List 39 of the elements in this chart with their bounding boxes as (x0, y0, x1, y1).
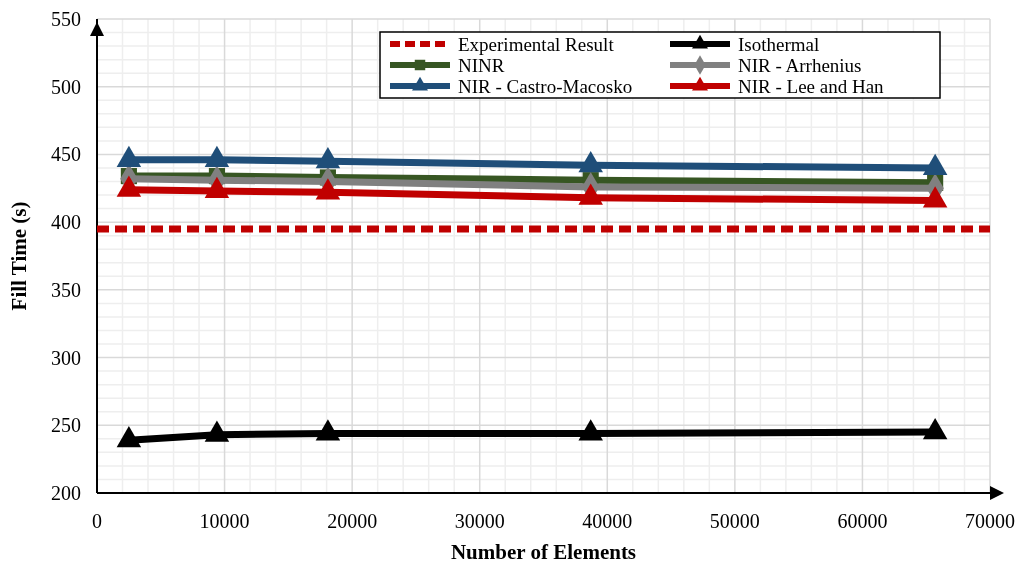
point (578, 183, 603, 205)
y-tick-label: 200 (51, 482, 81, 504)
y-tick-label: 300 (51, 346, 81, 369)
point (922, 417, 948, 440)
legend-label: NIR - Castro-Macosko (458, 75, 633, 97)
x-tick-label: 0 (92, 510, 102, 532)
legend-label: Isothermal (738, 33, 820, 55)
y-axis-title: Fill Time (s) (7, 201, 31, 311)
point (204, 176, 230, 199)
x-axis-title: Number of Elements (450, 540, 637, 564)
y-tick-label: 500 (51, 75, 81, 98)
point (116, 175, 142, 197)
legend-label: NIR - Lee and Han (738, 75, 885, 97)
x-tick-label: 20000 (327, 510, 378, 532)
point (116, 145, 142, 167)
y-tick-label: 450 (51, 143, 81, 166)
y-tick-label: 400 (51, 211, 81, 234)
x-tick-label: 60000 (837, 510, 888, 532)
point (204, 420, 230, 442)
point (315, 147, 341, 169)
x-tick-label: 70000 (965, 510, 1015, 532)
legend-label: NIR - Arrhenius (738, 54, 862, 76)
point (315, 178, 341, 200)
x-tick-label: 30000 (454, 510, 505, 532)
x-tick-label: 40000 (582, 510, 633, 532)
x-tick-label: 50000 (709, 510, 760, 532)
legend-label: NINR (458, 54, 505, 76)
x-tick-label: 10000 (199, 510, 250, 532)
point (204, 145, 230, 167)
point (922, 153, 948, 176)
point (315, 419, 341, 441)
point (922, 186, 948, 208)
y-tick-label: 350 (51, 278, 81, 301)
point (116, 426, 142, 448)
point (578, 419, 603, 441)
point (578, 151, 603, 173)
y-tick-label: 550 (51, 8, 81, 30)
legend-label: Experimental Result (458, 33, 615, 55)
y-tick-label: 250 (51, 414, 81, 437)
